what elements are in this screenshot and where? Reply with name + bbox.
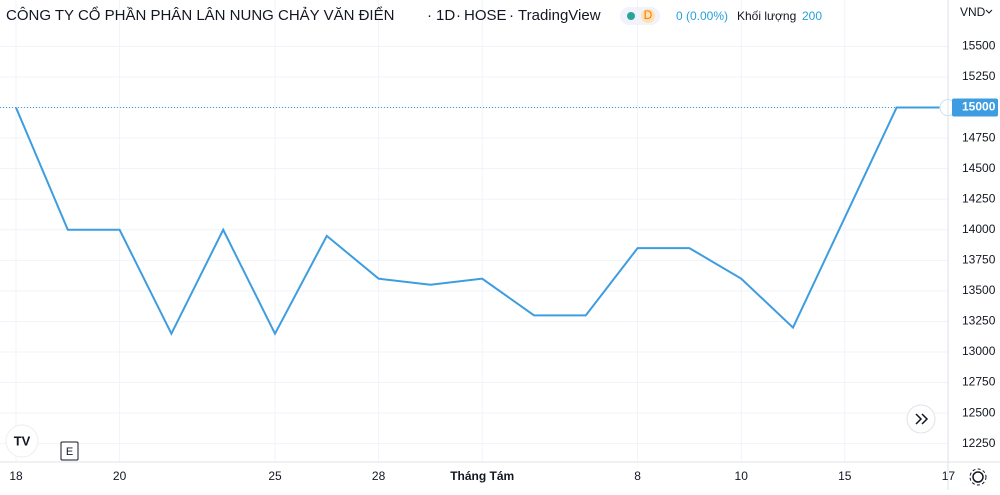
price-line: [15, 106, 949, 336]
header: CÔNG TY CỔ PHẦN PHÂN LÂN NUNG CHẢY VĂN Đ…: [6, 5, 993, 25]
x-tick-label: 15: [838, 469, 852, 483]
y-tick-label: 13250: [962, 314, 996, 328]
settings-button[interactable]: [969, 468, 987, 486]
y-tick-label: 15250: [962, 69, 996, 83]
status-dot: [627, 12, 635, 20]
separator: ·: [509, 7, 514, 24]
x-tick-label: Tháng Tám: [450, 469, 514, 483]
y-tick-label: 12250: [962, 436, 996, 450]
x-tick-label: 18: [9, 469, 23, 483]
y-tick-label: 14500: [962, 161, 996, 175]
last-price-label-bg: [952, 98, 998, 117]
y-tick-label: 14250: [962, 191, 996, 205]
svg-text:TV: TV: [14, 433, 31, 448]
y-tick-label: 14750: [962, 130, 996, 144]
source: TradingView: [518, 7, 601, 24]
last-price-label: 15000: [962, 100, 996, 114]
volume-label: Khối lượng: [737, 9, 796, 23]
y-tick-label: 13500: [962, 283, 996, 297]
badge: D: [644, 8, 653, 22]
currency: VND: [960, 5, 986, 19]
chart-title: CÔNG TY CỔ PHẦN PHÂN LÂN NUNG CHẢY VĂN Đ…: [6, 6, 394, 24]
x-tick-label: 10: [735, 469, 749, 483]
y-tick-label: 12500: [962, 405, 996, 419]
scroll-button[interactable]: [906, 404, 936, 434]
y-tick-label: 12750: [962, 375, 996, 389]
volume: 200: [802, 9, 822, 23]
tv-logo[interactable]: TV: [5, 424, 39, 458]
exchange: HOSE: [464, 7, 507, 24]
change: 0 (0.00%): [676, 9, 728, 23]
currency-dropdown[interactable]: [985, 9, 993, 14]
x-tick-label: 20: [113, 469, 127, 483]
separator: ·: [456, 7, 461, 24]
x-tick-label: 8: [634, 469, 641, 483]
y-tick-label: 14000: [962, 222, 996, 236]
badge-bg: [641, 9, 655, 23]
x-tick-label: 25: [268, 469, 282, 483]
events-button[interactable]: E: [60, 441, 79, 461]
interval: 1D: [436, 7, 455, 24]
svg-text:E: E: [66, 446, 73, 458]
separator: ·: [427, 7, 432, 24]
y-tick-label: 13750: [962, 253, 996, 267]
y-tick-label: 13000: [962, 344, 996, 358]
x-tick-label: 28: [372, 469, 386, 483]
y-tick-label: 15500: [962, 39, 996, 53]
x-tick-label: 17: [942, 469, 956, 483]
